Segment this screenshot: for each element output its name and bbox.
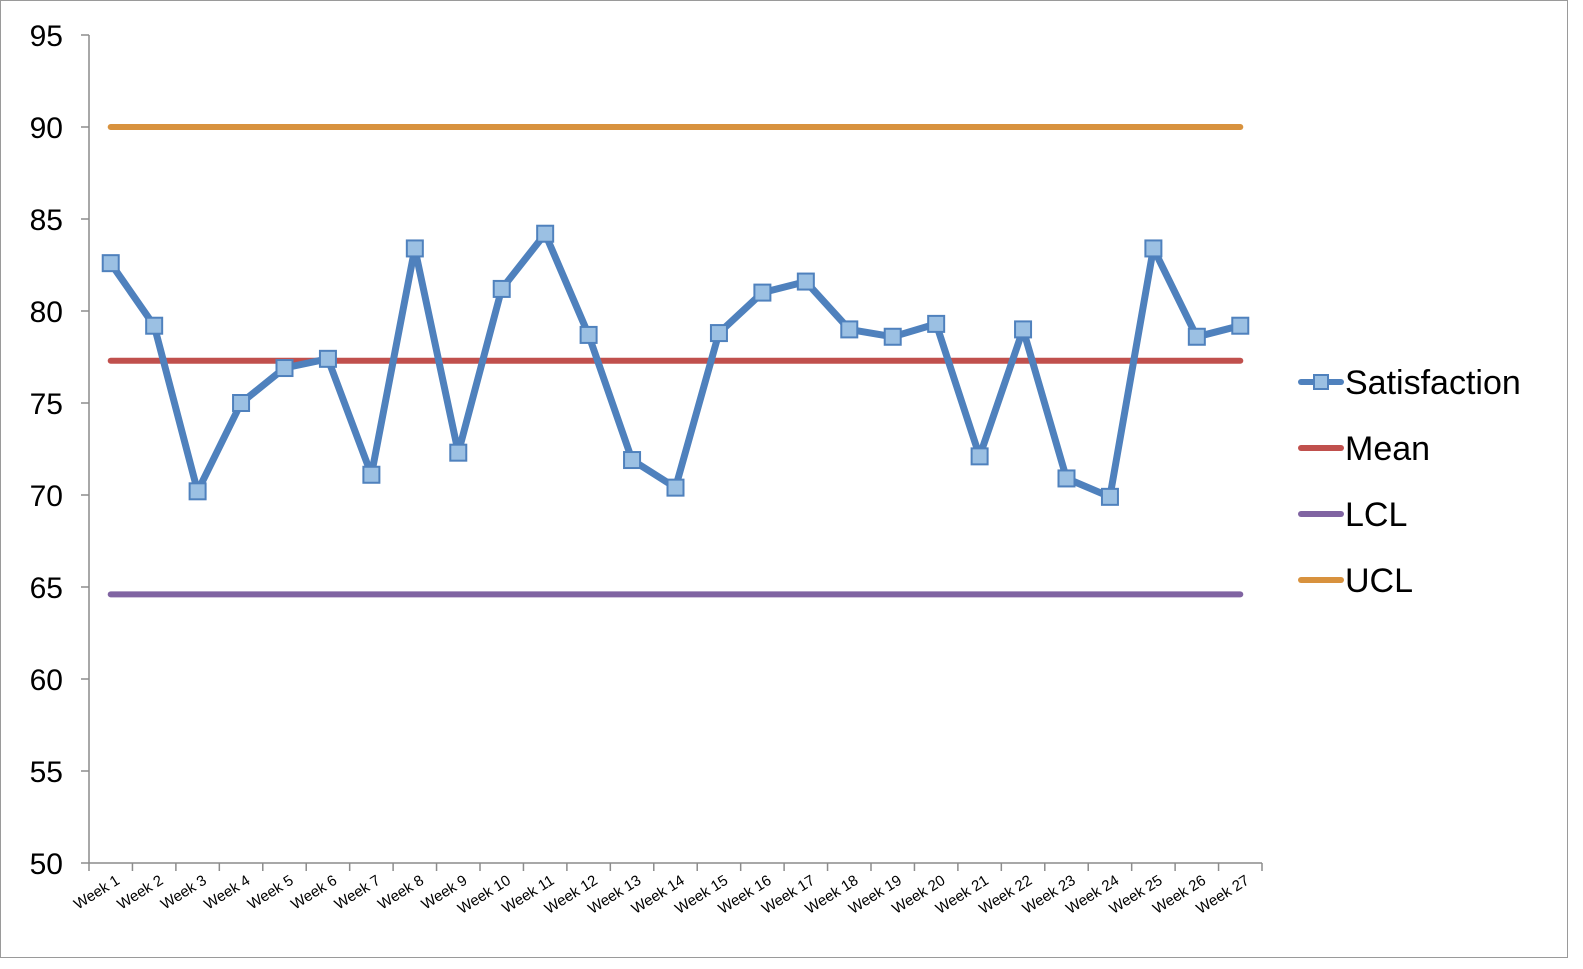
y-axis-tick-label: 55 (30, 756, 63, 789)
legend-label-ucl: UCL (1345, 562, 1413, 600)
data-point-satisfaction (275, 359, 294, 378)
data-point-satisfaction (449, 443, 468, 462)
data-point-satisfaction (362, 465, 381, 484)
data-point-satisfaction (405, 239, 424, 258)
y-axis-tick-label: 80 (30, 296, 63, 329)
x-axis-tick-label: Week 5 (245, 872, 297, 913)
y-axis-tick-labels: 50 55 60 65 70 75 80 85 90 95 (30, 20, 63, 881)
x-axis-tick-label: Week 3 (158, 872, 210, 913)
y-axis-tick-label: 75 (30, 388, 63, 421)
data-point-satisfaction (1057, 469, 1076, 488)
data-point-satisfaction (883, 327, 902, 346)
data-point-satisfaction (1014, 320, 1033, 339)
data-point-satisfaction (536, 224, 555, 243)
legend: Satisfaction Mean LCL UCL (1298, 364, 1521, 600)
x-axis-tick-label: Week 6 (288, 872, 340, 913)
data-point-satisfaction (188, 482, 207, 501)
data-point-satisfaction (101, 254, 120, 273)
data-point-satisfaction (145, 316, 164, 335)
data-point-satisfaction (232, 394, 251, 412)
y-axis-tick-label: 65 (30, 572, 63, 605)
data-point-satisfaction (623, 451, 642, 470)
data-point-satisfaction (1187, 327, 1206, 346)
data-point-satisfaction (579, 325, 598, 344)
data-point-satisfaction (970, 447, 989, 466)
y-axis-tick-label: 60 (30, 664, 63, 697)
y-axis-tick-label: 50 (30, 848, 63, 881)
legend-marker-satisfaction (1313, 374, 1329, 390)
data-point-satisfaction (840, 320, 859, 339)
data-point-satisfaction (1231, 316, 1250, 335)
x-axis-tick-label: Week 7 (332, 872, 384, 913)
data-point-satisfaction (753, 283, 772, 302)
legend-label-mean: Mean (1345, 430, 1430, 468)
y-axis-tick-label: 90 (30, 112, 63, 145)
x-axis-tick-label: Week 2 (114, 872, 166, 913)
y-axis-tick-label: 70 (30, 480, 63, 513)
data-point-satisfaction (1144, 239, 1163, 258)
y-axis-tick-label: 95 (30, 20, 63, 53)
data-point-satisfaction (1100, 487, 1119, 506)
data-point-satisfaction (666, 478, 685, 497)
data-point-satisfaction (492, 279, 511, 298)
data-point-satisfaction (318, 349, 337, 368)
legend-label-satisfaction: Satisfaction (1345, 364, 1521, 402)
plot-series (101, 124, 1250, 598)
data-point-satisfaction (927, 314, 946, 333)
x-axis-tick-label: Week 8 (375, 872, 427, 913)
axes (81, 34, 1263, 871)
data-point-satisfaction (796, 272, 815, 291)
data-point-satisfaction (709, 324, 728, 343)
legend-label-lcl: LCL (1345, 496, 1407, 534)
y-axis-tick-label: 85 (30, 204, 63, 237)
x-axis-tick-label: Week 1 (71, 872, 123, 913)
x-axis-tick-label: Week 4 (201, 872, 253, 913)
